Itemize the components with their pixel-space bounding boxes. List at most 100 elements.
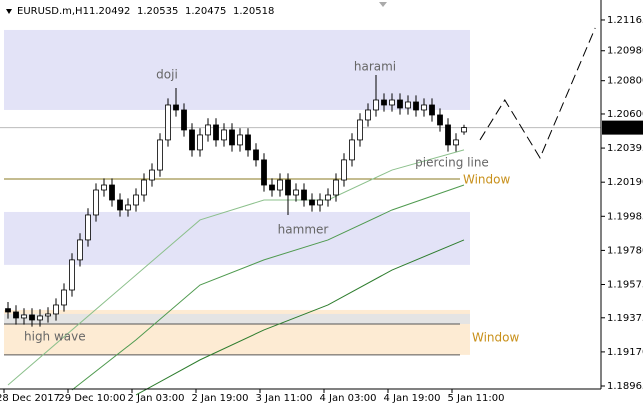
x-tick-label: 3 Jan 11:00 [256,393,313,404]
candle-body [309,199,315,206]
y-tick-label: 1.19375 [607,313,643,324]
y-tick-label: 1.19985 [607,211,643,222]
candle-body [445,124,451,146]
x-tick-label: 2 Jan 03:00 [128,393,185,404]
y-tick-label: 1.20395 [607,143,643,154]
candle-body [181,109,187,131]
y-tick-label: 1.20600 [607,109,643,120]
candle-body [213,124,219,141]
moving-average [7,149,465,386]
candle-body [269,184,275,191]
candle-body [277,179,283,191]
x-tick-label: 4 Jan 03:00 [320,393,377,404]
candle-body [365,109,371,121]
candle-body [229,129,235,146]
candle-body [285,179,291,196]
moving-average [135,239,465,396]
candle-body [133,194,139,206]
y-tick-label: 1.21165 [607,15,643,26]
candle-body [149,169,155,181]
x-tick-label: 28 Dec 2017 [0,393,60,404]
shift-marker[interactable] [379,2,387,7]
header: EURUSD.m,H1 1.20492 1.20535 1.20475 1.20… [17,6,274,17]
x-tick-label: 2 Jan 19:00 [192,393,249,404]
candle-body [117,199,123,211]
candle-body [173,104,179,111]
candle-body [357,119,363,141]
candle-body [325,194,331,201]
menu-arrow[interactable] [6,9,12,14]
candle-body [261,159,267,186]
candle-body [397,99,403,109]
candle-body [405,101,411,109]
candle-body [341,159,347,181]
candle-body [141,179,147,196]
x-tick-label: 5 Jan 11:00 [448,393,505,404]
candle-body [77,239,83,261]
candle-body [125,204,131,211]
candle-body [165,104,171,141]
candle-body [453,139,459,146]
candle-body [333,179,339,196]
candle-body [45,313,51,317]
candle-body [5,308,11,313]
candle-body [69,259,75,291]
price-tag [602,120,643,135]
header-open: 1.20492 [89,6,130,17]
y-tick-label: 1.20980 [607,46,643,57]
candle-body [189,129,195,151]
candle-body [85,214,91,241]
candle-body [349,139,355,161]
hammer-label: hammer [278,223,329,237]
candle-body [253,149,259,161]
piercing-label: piercing line [415,156,489,170]
candle-body [245,134,251,151]
header-high: 1.20535 [137,6,178,17]
candle-body [461,127,467,133]
candle-body [293,189,299,196]
x-tick-label: 4 Jan 19:00 [384,393,441,404]
doji-label: doji [156,68,178,82]
candle-body [61,289,67,306]
y-tick-label: 1.18965 [607,381,643,392]
candle-body [437,114,443,126]
candle-body [93,189,99,216]
candle-body [53,304,59,315]
candle-body [157,139,163,171]
y-tick-label: 1.20190 [607,177,643,188]
candle-body [389,99,395,106]
candle-body [29,314,35,321]
candle-body [21,314,27,319]
zone [4,211,470,265]
candle-body [37,315,43,321]
candle-body [301,189,307,201]
header-low: 1.20475 [185,6,226,17]
candle-body [237,134,243,146]
window-label: Window [463,173,511,187]
candle-body [429,104,435,116]
high-wave-label: high wave [24,330,86,344]
harami-label: harami [354,60,396,74]
candle-body [13,311,19,319]
candle-body [317,199,323,206]
zone [4,313,470,324]
back-layer [0,29,601,356]
projection-line [479,27,596,159]
y-tick-label: 1.19575 [607,280,643,291]
candle-body [221,129,227,141]
y-tick-label: 1.20800 [607,76,643,87]
candle-body [381,99,387,106]
price-tag-label: 1.20518 [605,123,643,134]
moving-average [71,184,465,391]
window-label: Window [472,331,520,345]
candle-body [373,99,379,111]
candle-body [205,124,211,136]
y-tick-label: 1.19170 [607,347,643,358]
candle-body [413,101,419,111]
x-tick-label: 29 Dec 10:00 [58,393,125,404]
symbol: EURUSD.m,H1 [17,6,89,17]
candle-body [109,184,115,201]
header-close: 1.20518 [233,6,274,17]
y-tick-label: 1.19780 [607,245,643,256]
